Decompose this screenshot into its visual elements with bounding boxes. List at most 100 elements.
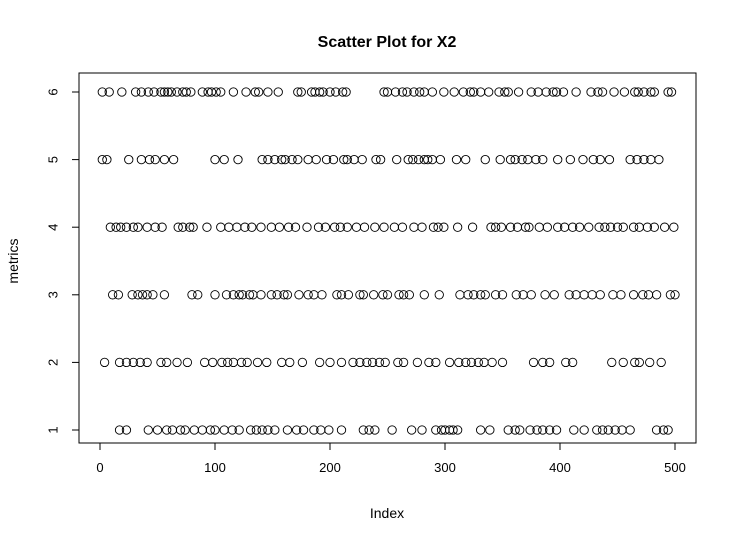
data-point (277, 154, 287, 165)
data-point (538, 357, 548, 368)
data-point (136, 154, 147, 165)
data-point (173, 222, 183, 232)
data-point (162, 357, 172, 368)
data-point (630, 357, 640, 368)
data-point (444, 357, 455, 368)
data-point (538, 425, 548, 435)
y-axis-label: metrics (5, 238, 21, 283)
data-point (245, 425, 256, 435)
data-point (466, 357, 477, 368)
data-point (367, 357, 378, 368)
data-point (625, 154, 635, 165)
data-point (497, 290, 508, 300)
data-point (303, 290, 313, 300)
data-point (370, 425, 380, 435)
data-point (380, 357, 390, 368)
data-point (219, 154, 229, 165)
data-point (104, 87, 114, 97)
data-point (159, 154, 170, 165)
data-point (325, 357, 335, 368)
data-point (541, 87, 551, 97)
data-point (244, 290, 255, 300)
data-point (210, 154, 220, 165)
data-point (142, 357, 152, 368)
data-point (256, 222, 266, 232)
data-point (257, 425, 267, 435)
data-point (475, 425, 486, 435)
data-point (217, 357, 227, 368)
data-point (121, 222, 132, 232)
data-point (362, 357, 372, 368)
data-point (290, 222, 301, 232)
data-point (263, 154, 273, 165)
data-point (159, 87, 170, 97)
data-point (463, 290, 473, 300)
data-point (116, 222, 126, 232)
data-point (379, 222, 389, 232)
data-point (263, 87, 273, 97)
data-point (571, 87, 581, 97)
data-point (336, 425, 347, 435)
data-point (409, 87, 419, 97)
data-point (503, 87, 513, 97)
data-point (485, 425, 495, 435)
y-tick-label: 6 (46, 88, 61, 95)
data-point (287, 154, 297, 165)
data-point (232, 222, 242, 232)
data-point (382, 290, 393, 300)
data-point (497, 357, 508, 368)
data-point (370, 222, 380, 232)
data-point (314, 357, 325, 368)
data-point (355, 357, 365, 368)
data-point (528, 357, 539, 368)
data-point (341, 87, 351, 97)
data-point (318, 87, 328, 97)
data-point (490, 290, 501, 300)
data-point (364, 425, 374, 435)
data-point (186, 87, 196, 97)
data-point (133, 222, 143, 232)
data-point (458, 87, 469, 97)
data-point (417, 222, 427, 232)
data-point (553, 154, 563, 165)
data-point (403, 154, 413, 165)
data-point (666, 87, 677, 97)
data-point (639, 87, 649, 97)
data-point (114, 357, 125, 368)
data-point (549, 290, 559, 300)
data-point (237, 290, 248, 300)
data-point (448, 425, 458, 435)
data-point (520, 222, 531, 232)
data-point (102, 154, 112, 165)
data-point (339, 154, 349, 165)
data-point (651, 290, 662, 300)
data-point (222, 357, 233, 368)
x-axis-label: Index (370, 505, 404, 521)
data-point (277, 357, 287, 368)
data-point (505, 154, 516, 165)
data-point (311, 154, 321, 165)
data-point (379, 87, 389, 97)
data-point (343, 290, 354, 300)
data-point (234, 425, 244, 435)
data-point (660, 222, 670, 232)
data-point (639, 154, 649, 165)
x-tick-label: 300 (434, 460, 456, 475)
data-point (317, 290, 327, 300)
data-point (548, 87, 558, 97)
data-point (210, 290, 220, 300)
x-tick-label: 0 (96, 460, 103, 475)
data-point (387, 425, 397, 435)
data-point (651, 425, 662, 435)
data-point (490, 222, 501, 232)
data-point (588, 154, 598, 165)
data-point (467, 222, 478, 232)
data-point (642, 222, 653, 232)
data-point (665, 290, 676, 300)
x-tick-label: 100 (204, 460, 226, 475)
data-point (619, 87, 630, 97)
data-point (523, 154, 533, 165)
data-point (663, 425, 673, 435)
data-point (494, 87, 504, 97)
